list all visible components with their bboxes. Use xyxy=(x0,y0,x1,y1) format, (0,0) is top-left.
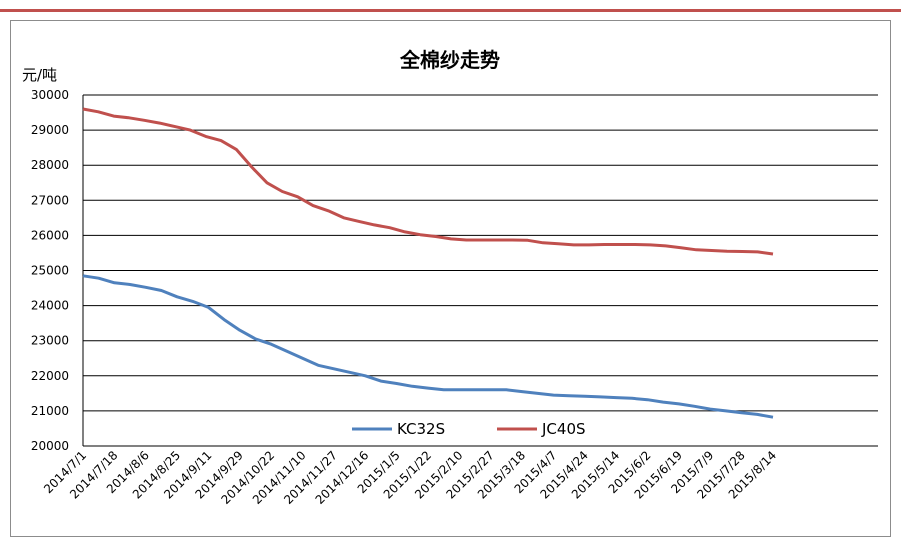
y-tick-label: 21000 xyxy=(31,404,69,418)
y-tick-label: 22000 xyxy=(31,369,69,383)
y-tick-label: 30000 xyxy=(31,88,69,102)
legend-label-jc40s: JC40S xyxy=(541,420,586,438)
y-tick-label: 28000 xyxy=(31,158,69,172)
chart-frame xyxy=(10,20,891,537)
series-lines xyxy=(82,107,774,419)
top-divider-line xyxy=(0,9,901,12)
y-tick-label: 25000 xyxy=(31,264,69,278)
series-line-jc40s xyxy=(82,107,774,256)
y-tick-label: 29000 xyxy=(31,123,69,137)
series-line-kc32s xyxy=(82,274,774,419)
y-tick-label: 26000 xyxy=(31,228,69,242)
y-tick-label: 27000 xyxy=(31,193,69,207)
legend: KC32S JC40S xyxy=(352,420,586,438)
chart-title: 全棉纱走势 xyxy=(399,48,500,72)
gridlines xyxy=(82,94,878,447)
y-axis-unit-label: 元/吨 xyxy=(22,66,57,84)
y-tick-label: 24000 xyxy=(31,299,69,313)
y-tick-label: 20000 xyxy=(31,439,69,453)
y-axis-ticks: 30000 29000 28000 27000 26000 25000 24000 23000… xyxy=(31,88,69,453)
x-axis-ticks: 2014/7/12014/7/182014/8/62014/8/252014/9… xyxy=(41,448,779,507)
legend-label-kc32s: KC32S xyxy=(397,420,445,438)
y-tick-label: 23000 xyxy=(31,334,69,348)
